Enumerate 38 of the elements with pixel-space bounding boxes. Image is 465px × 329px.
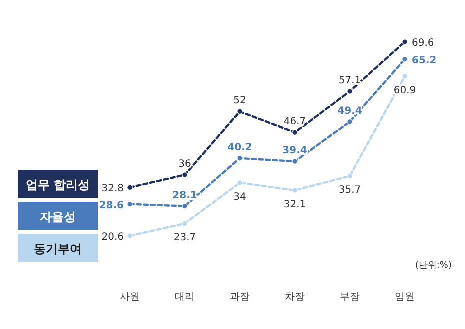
data-label: 20.6 xyxy=(102,232,124,243)
data-label: 35.7 xyxy=(338,185,362,196)
point xyxy=(182,172,188,178)
point xyxy=(127,233,133,239)
point xyxy=(237,180,243,186)
data-label: 65.2 xyxy=(412,55,437,66)
point xyxy=(347,88,353,94)
point xyxy=(182,203,188,210)
data-label: 69.6 xyxy=(412,38,434,49)
point xyxy=(402,74,408,80)
data-label: 36 xyxy=(178,159,192,170)
point xyxy=(347,119,353,125)
x-tick-label: 임원 xyxy=(395,292,415,303)
data-label: 60.9 xyxy=(394,85,416,96)
point xyxy=(237,156,243,162)
data-label: 28.1 xyxy=(172,190,198,202)
data-label: 46.7 xyxy=(284,116,306,128)
x-tick-label: 사원 xyxy=(120,292,140,303)
data-label: 52 xyxy=(234,96,246,107)
point xyxy=(292,158,298,164)
point xyxy=(292,188,298,194)
data-label: 32.8 xyxy=(102,184,124,195)
data-label: 32.1 xyxy=(284,199,306,210)
legend: 업무 합리성 자율성 동기부여 xyxy=(18,170,98,262)
point xyxy=(237,108,243,115)
data-label: 40.2 xyxy=(228,142,252,154)
text: (단위:%) xyxy=(415,261,452,271)
data-label: 28.6 xyxy=(99,200,124,212)
point xyxy=(402,56,408,62)
x-tick-label: 대리 xyxy=(175,292,195,303)
point xyxy=(402,39,408,45)
data-label: 34 xyxy=(234,192,246,203)
data-label: 23.7 xyxy=(174,232,196,244)
x-tick-label: 부장 xyxy=(340,292,360,303)
x-tick-label: 차장 xyxy=(285,292,305,303)
x-tick-label: 과장 xyxy=(230,292,250,303)
data-label: 39.4 xyxy=(282,146,308,157)
data-label: 57.1 xyxy=(338,75,362,86)
